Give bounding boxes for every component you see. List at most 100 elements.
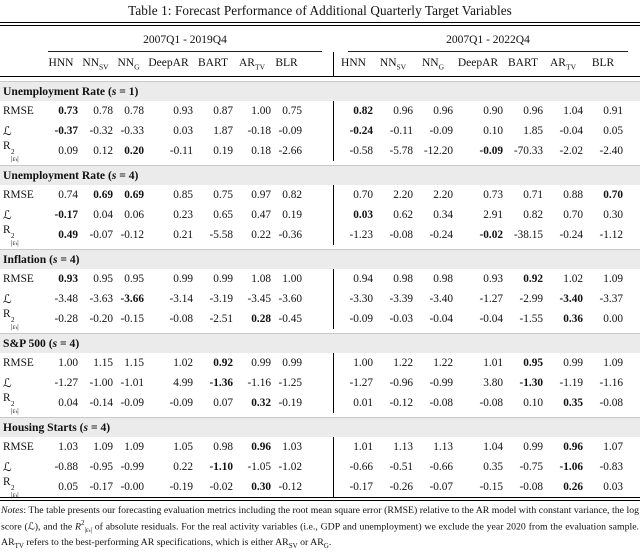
metric-value-cell: 0.03 — [603, 481, 623, 493]
metric-value-cell: 0.04 — [58, 397, 78, 409]
left-panel-values: -0.17 0.04 0.06 0.23 0.65 0.47 0.19 — [44, 209, 302, 221]
metric-value-cell: 1.02 — [563, 273, 583, 285]
right-panel-values: 0.01 -0.12 -0.08 -0.08 0.10 0.35 -0.08 — [334, 397, 623, 409]
metric-value-cell: -0.08 — [599, 397, 623, 409]
metric-value-cell: 0.23 — [173, 209, 193, 221]
metric-value-cell: -0.09 — [278, 125, 302, 137]
notes-text-segment: refers to the best-performing AR specifi… — [23, 537, 289, 549]
right-panel-values: 0.70 2.20 2.20 0.73 0.71 0.88 0.70 — [334, 189, 623, 201]
metric-value-cell: -3.48 — [54, 293, 78, 305]
notes-text-segment: |εₜ| — [84, 526, 92, 535]
metric-value-cell: 1.09 — [603, 357, 623, 369]
metric-value-cell: 0.28 — [251, 313, 271, 325]
metric-row-label: R 2 |εₜ| — [0, 476, 44, 498]
metric-value-cell: 0.88 — [563, 189, 583, 201]
right-panel-values: 1.00 1.22 1.22 1.01 0.95 0.99 1.09 — [334, 357, 623, 369]
metric-value-cell: 1.01 — [483, 357, 503, 369]
metric-value-cell: 0.87 — [213, 105, 233, 117]
table-notes: Notes: The table presents our forecastin… — [0, 501, 640, 552]
metric-value-cell: -1.25 — [278, 377, 302, 389]
metric-label-rmse: RMSE — [3, 441, 34, 453]
metric-value-cell: 0.73 — [58, 105, 78, 117]
metric-value-cell: -2.02 — [559, 145, 583, 157]
metric-value-cell: -3.30 — [349, 293, 373, 305]
metric-value-cell: -3.60 — [278, 293, 302, 305]
metric-value-cell: 1.03 — [282, 441, 302, 453]
metric-value-cell: -5.58 — [209, 229, 233, 241]
metric-value-cell: 0.05 — [603, 125, 623, 137]
metric-value-cell: -0.75 — [519, 461, 543, 473]
metric-value-cell: -0.20 — [89, 313, 113, 325]
metric-value-cell: 0.99 — [213, 273, 233, 285]
metric-value-cell: 0.35 — [483, 461, 503, 473]
metric-value-cell: 1.00 — [282, 273, 302, 285]
metric-value-cell: -0.08 — [479, 397, 503, 409]
metric-value-cell: 0.70 — [563, 209, 583, 221]
metric-row-label: RMSE — [0, 441, 44, 453]
metric-value-cell: -0.83 — [599, 461, 623, 473]
metric-value-cell: 0.75 — [282, 105, 302, 117]
metric-label-logscore: ℒ — [3, 207, 12, 222]
metric-value-cell: -3.14 — [169, 293, 193, 305]
metric-value-cell: -0.17 — [54, 209, 78, 221]
metric-value-cell: 0.96 — [433, 105, 453, 117]
metric-value-cell: -0.07 — [429, 481, 453, 493]
metric-value-cell: -0.36 — [278, 229, 302, 241]
panel-divider — [302, 437, 334, 457]
s-variable: s — [83, 421, 89, 434]
metric-value-cell: -0.95 — [89, 461, 113, 473]
paper-table-page: Table 1: Forecast Performance of Additio… — [0, 3, 640, 550]
column-header-row: HNN NNSV NNG DeepAR BART ARTV BLR HNN NNSV NNG De… — [0, 52, 640, 76]
metric-value-cell: -0.03 — [389, 313, 413, 325]
metric-value-cell: 0.82 — [282, 189, 302, 201]
metric-value-cell: -12.20 — [423, 145, 453, 157]
metric-value-cell: -0.88 — [54, 461, 78, 473]
metric-value-cell: -3.45 — [247, 293, 271, 305]
metric-value-cell: -1.00 — [89, 377, 113, 389]
metric-value-cell: 1.03 — [58, 441, 78, 453]
panel-divider — [302, 289, 334, 309]
metric-row: ℒ -1.27 -1.00 -1.01 4.99 -1.36 -1.16 -1.25 -1.27… — [0, 373, 640, 393]
metric-row-label: ℒ — [0, 124, 44, 139]
metric-value-cell: 0.97 — [251, 189, 271, 201]
metric-value-cell: 0.95 — [523, 357, 543, 369]
metric-value-cell: -3.40 — [429, 293, 453, 305]
metric-label-r2: R 2 |εₜ| — [3, 307, 19, 331]
metric-value-cell: 0.74 — [58, 189, 78, 201]
notes-text-segment: : The table presents our forecasting eva… — [1, 505, 639, 533]
metric-value-cell: -0.09 — [479, 145, 503, 157]
metric-value-cell: 0.92 — [213, 357, 233, 369]
metric-value-cell: -0.24 — [559, 229, 583, 241]
metric-value-cell: 0.47 — [251, 209, 271, 221]
metric-value-cell: -0.08 — [169, 313, 193, 325]
metric-value-cell: -0.19 — [169, 481, 193, 493]
left-panel-values: 1.00 1.15 1.15 1.02 0.92 0.99 0.99 — [44, 357, 302, 369]
metric-value-cell: 2.20 — [433, 189, 453, 201]
metric-label-logscore: ℒ — [3, 291, 12, 306]
notes-text-segment: 2 — [80, 519, 85, 528]
metric-row-label: ℒ — [0, 376, 44, 391]
span-header-2019: 2007Q1 - 2019Q4 — [48, 34, 322, 52]
metric-value-cell: -1.19 — [559, 377, 583, 389]
metric-value-cell: -0.00 — [120, 481, 144, 493]
metric-row: R 2 |εₜ| 0.09 0.12 0.20 -0.11 0.19 0.18 -2.66 -0.5… — [0, 140, 640, 162]
left-panel-values: -1.27 -1.00 -1.01 4.99 -1.36 -1.16 -1.25 — [44, 377, 302, 389]
left-panel-values: 1.03 1.09 1.09 1.05 0.98 0.96 1.03 — [44, 441, 302, 453]
metric-row-label: ℒ — [0, 208, 44, 223]
metric-row: R 2 |εₜ| 0.49 -0.07 -0.12 0.21 -5.58 0.22 -0.36 -1… — [0, 224, 640, 246]
metric-value-cell: 4.99 — [173, 377, 193, 389]
metric-value-cell: 0.85 — [173, 189, 193, 201]
metric-value-cell: 1.01 — [353, 441, 373, 453]
metric-value-cell: -1.36 — [209, 377, 233, 389]
left-panel-values: -0.37 -0.32 -0.33 0.03 1.87 -0.18 -0.09 — [44, 125, 302, 137]
metric-value-cell: 0.22 — [173, 461, 193, 473]
metric-value-cell: -0.02 — [209, 481, 233, 493]
metric-value-cell: -0.09 — [429, 125, 453, 137]
panel-divider — [302, 52, 334, 76]
metric-value-cell: 3.80 — [483, 377, 503, 389]
metric-value-cell: 1.04 — [483, 441, 503, 453]
metric-value-cell: 1.00 — [251, 105, 271, 117]
metric-value-cell: 0.30 — [251, 481, 271, 493]
metric-value-cell: -1.27 — [479, 293, 503, 305]
bottom-double-rule — [0, 497, 640, 501]
